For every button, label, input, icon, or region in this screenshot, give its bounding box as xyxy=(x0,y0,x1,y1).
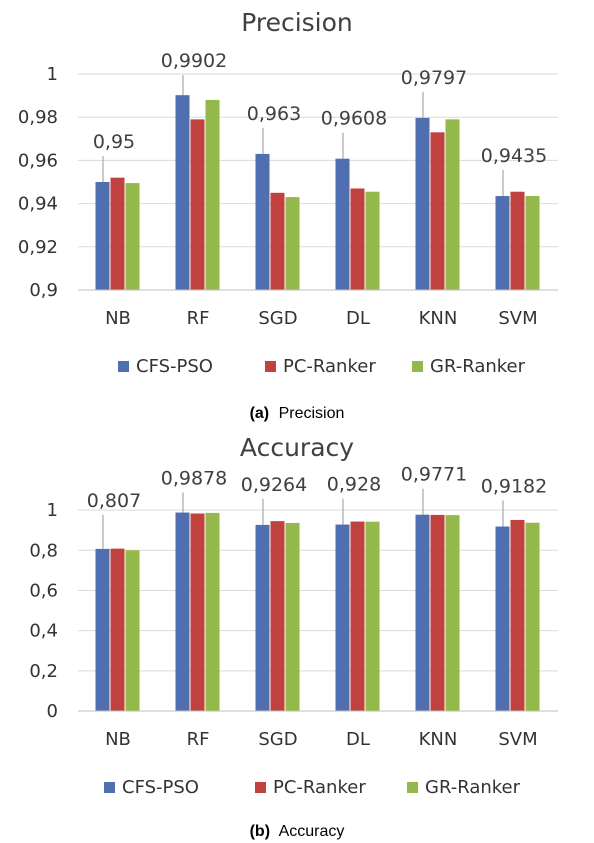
bar-cfs-pso-rf xyxy=(175,512,190,711)
legend-label: CFS-PSO xyxy=(122,777,199,798)
x-tick-label: SGD xyxy=(258,308,297,329)
data-label: 0,9182 xyxy=(481,476,547,498)
x-tick-label: SVM xyxy=(498,729,537,750)
x-tick-label: DL xyxy=(346,308,370,329)
bar-pc-ranker-knn xyxy=(430,132,445,290)
y-tick-label: 0,96 xyxy=(18,150,58,171)
bar-gr-ranker-nb xyxy=(125,550,140,711)
x-tick-label: RF xyxy=(187,729,210,750)
bar-cfs-pso-rf xyxy=(175,95,190,290)
bar-pc-ranker-nb xyxy=(110,548,125,711)
bar-gr-ranker-rf xyxy=(205,99,220,290)
y-tick-label: 0 xyxy=(47,701,58,722)
bar-gr-ranker-dl xyxy=(365,521,380,711)
bar-pc-ranker-rf xyxy=(190,513,205,711)
bar-cfs-pso-sgd xyxy=(255,524,270,711)
legend-label: CFS-PSO xyxy=(136,356,213,377)
bar-pc-ranker-nb xyxy=(110,177,125,290)
caption-text: Precision xyxy=(279,405,345,422)
bar-pc-ranker-knn xyxy=(430,514,445,711)
bar-cfs-pso-svm xyxy=(495,196,510,290)
chart-title: Accuracy xyxy=(240,433,354,462)
x-tick-label: SGD xyxy=(258,729,297,750)
data-label: 0,928 xyxy=(327,474,381,496)
x-tick-label: NB xyxy=(105,308,131,329)
bar-gr-ranker-svm xyxy=(525,196,540,290)
bar-cfs-pso-sgd xyxy=(255,153,270,290)
bar-pc-ranker-sgd xyxy=(270,521,285,711)
y-tick-label: 0,8 xyxy=(29,540,58,561)
legend-swatch xyxy=(118,361,129,372)
bar-cfs-pso-dl xyxy=(335,158,350,290)
bar-cfs-pso-knn xyxy=(415,514,430,711)
y-tick-label: 1 xyxy=(47,500,58,521)
bar-cfs-pso-knn xyxy=(415,117,430,291)
legend-swatch xyxy=(412,361,423,372)
data-label: 0,9435 xyxy=(481,145,547,167)
legend: CFS-PSO PC-Ranker GR-Ranker xyxy=(104,777,521,798)
bar-gr-ranker-rf xyxy=(205,512,220,711)
x-tick-label: KNN xyxy=(419,729,458,750)
data-label: 0,9797 xyxy=(401,67,467,89)
x-tick-label: DL xyxy=(346,729,370,750)
bar-pc-ranker-sgd xyxy=(270,192,285,290)
legend-swatch xyxy=(255,782,266,793)
legend-label: GR-Ranker xyxy=(430,356,526,377)
x-tick-label: NB xyxy=(105,729,131,750)
bar-gr-ranker-dl xyxy=(365,191,380,290)
bar-gr-ranker-sgd xyxy=(285,522,300,711)
bar-pc-ranker-svm xyxy=(510,519,525,711)
legend-swatch xyxy=(407,782,418,793)
legend-swatch xyxy=(265,361,276,372)
y-tick-label: 0,6 xyxy=(29,580,58,601)
legend-swatch xyxy=(104,782,115,793)
data-label: 0,9608 xyxy=(321,108,387,130)
data-label: 0,9878 xyxy=(161,468,227,490)
y-tick-label: 0,9 xyxy=(29,280,58,301)
x-tick-label: SVM xyxy=(498,308,537,329)
bar-cfs-pso-dl xyxy=(335,524,350,711)
data-label: 0,95 xyxy=(93,131,135,153)
bar-gr-ranker-nb xyxy=(125,183,140,290)
y-tick-label: 0,2 xyxy=(29,661,58,682)
caption-tag: (a) xyxy=(250,405,270,422)
bar-pc-ranker-dl xyxy=(350,188,365,290)
legend-label: PC-Ranker xyxy=(283,356,376,377)
accuracy-chart: Accuracy 0,807 0,9878 0,9264 0,928 0,9771 0,9… xyxy=(29,433,558,840)
caption-text: Accuracy xyxy=(279,823,345,840)
bar-pc-ranker-rf xyxy=(190,119,205,290)
precision-chart: Precision 0,95 0,9902 0,963 0,9608 0,9797 0,9… xyxy=(18,8,558,422)
x-tick-label: KNN xyxy=(419,308,458,329)
y-tick-label: 0,4 xyxy=(29,621,58,642)
bar-gr-ranker-knn xyxy=(445,119,460,290)
bar-gr-ranker-knn xyxy=(445,515,460,711)
x-tick-label: RF xyxy=(187,308,210,329)
caption-tag: (b) xyxy=(250,823,270,840)
data-label: 0,9264 xyxy=(241,474,307,496)
bar-cfs-pso-svm xyxy=(495,526,510,711)
data-label: 0,9771 xyxy=(401,464,467,486)
y-tick-label: 0,92 xyxy=(18,237,58,258)
data-label: 0,963 xyxy=(247,103,301,125)
y-tick-label: 1 xyxy=(47,64,58,85)
figure-caption: (b) Accuracy xyxy=(250,823,345,840)
legend-label: PC-Ranker xyxy=(273,777,366,798)
data-label: 0,9902 xyxy=(161,50,227,72)
bar-pc-ranker-svm xyxy=(510,191,525,290)
bar-gr-ranker-svm xyxy=(525,522,540,711)
bar-cfs-pso-nb xyxy=(95,548,110,711)
y-tick-label: 0,98 xyxy=(18,107,58,128)
legend-label: GR-Ranker xyxy=(425,777,521,798)
legend: CFS-PSO PC-Ranker GR-Ranker xyxy=(118,356,526,377)
data-label: 0,807 xyxy=(87,490,141,512)
figure-caption: (a) Precision xyxy=(250,405,345,422)
bar-pc-ranker-dl xyxy=(350,521,365,711)
chart-title: Precision xyxy=(241,8,353,37)
bar-cfs-pso-nb xyxy=(95,182,110,290)
y-tick-label: 0,94 xyxy=(18,194,58,215)
bar-gr-ranker-sgd xyxy=(285,197,300,290)
